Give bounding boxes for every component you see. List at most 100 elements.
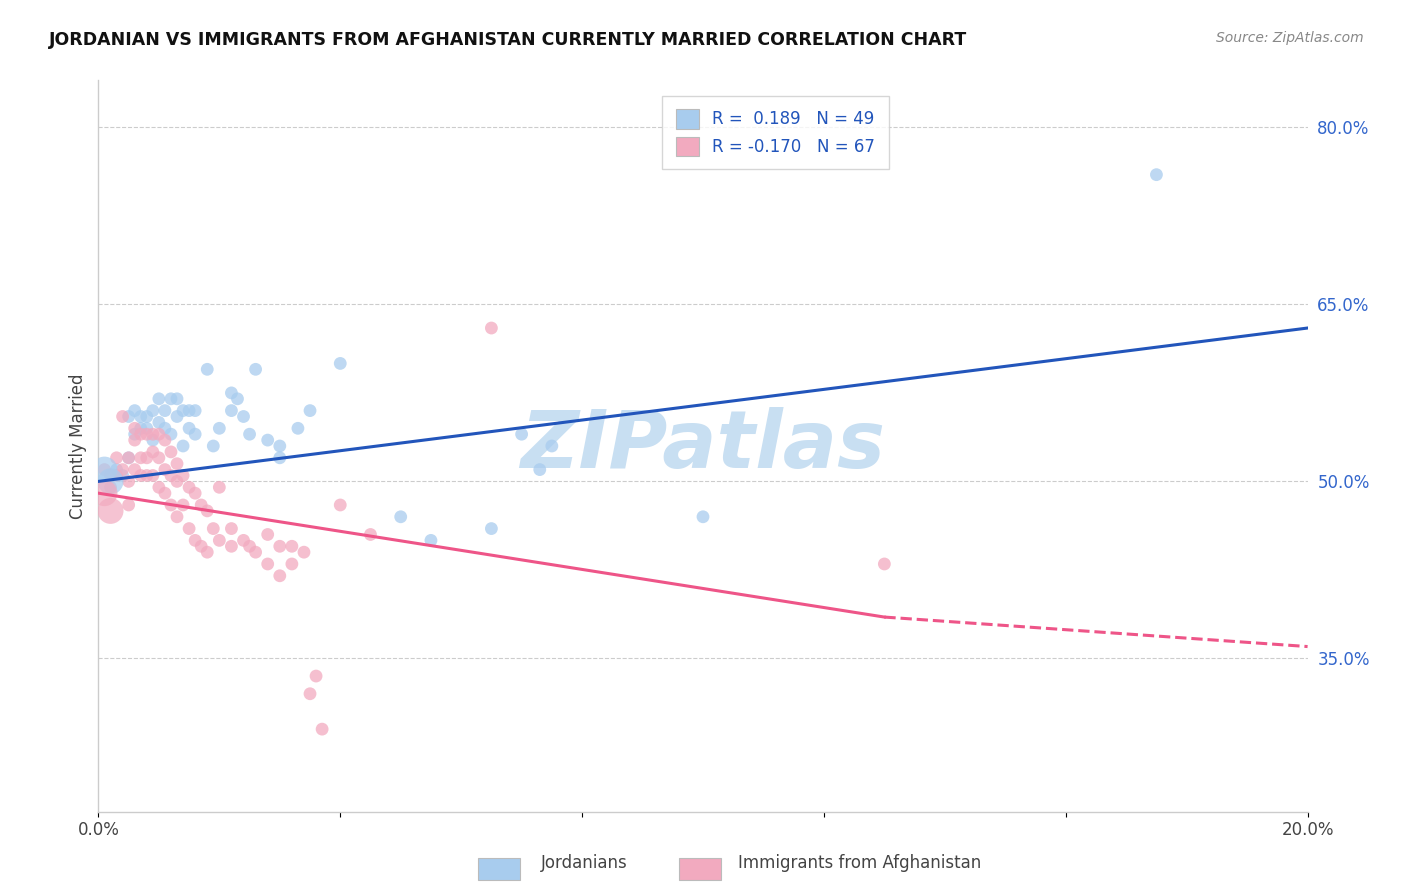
Point <box>135 409 157 424</box>
Point <box>281 557 304 571</box>
Point <box>105 468 128 483</box>
Point <box>166 457 188 471</box>
Point <box>195 362 218 376</box>
Point <box>124 433 146 447</box>
Point <box>111 468 134 483</box>
Point <box>299 687 322 701</box>
Point <box>160 468 183 483</box>
Point <box>153 403 176 417</box>
Point <box>160 445 183 459</box>
Point <box>239 539 262 553</box>
Point <box>529 462 551 476</box>
Point <box>481 522 503 536</box>
Point <box>135 427 157 442</box>
Point <box>142 445 165 459</box>
Point <box>129 468 152 483</box>
Point <box>124 427 146 442</box>
Point <box>329 498 352 512</box>
Point <box>100 504 122 518</box>
Point <box>172 498 194 512</box>
Point <box>111 409 134 424</box>
Point <box>100 468 122 483</box>
Point <box>105 450 128 465</box>
Point <box>329 356 352 370</box>
Point <box>166 475 188 489</box>
Point <box>148 392 170 406</box>
Point <box>311 722 333 736</box>
Point <box>232 409 254 424</box>
Point <box>142 427 165 442</box>
Text: Source: ZipAtlas.com: Source: ZipAtlas.com <box>1216 31 1364 45</box>
Point <box>118 409 141 424</box>
Point <box>190 498 212 512</box>
Point <box>360 527 382 541</box>
Point <box>148 416 170 430</box>
Point <box>142 468 165 483</box>
Point <box>269 439 291 453</box>
Point <box>208 480 231 494</box>
Text: Immigrants from Afghanistan: Immigrants from Afghanistan <box>738 855 981 872</box>
Point <box>510 427 533 442</box>
Point <box>93 486 115 500</box>
Point <box>190 539 212 553</box>
Point <box>124 421 146 435</box>
Point <box>124 403 146 417</box>
Point <box>172 403 194 417</box>
Point <box>692 509 714 524</box>
Point <box>420 533 443 548</box>
Point <box>166 409 188 424</box>
Point <box>148 427 170 442</box>
Point <box>100 475 122 489</box>
Point <box>269 450 291 465</box>
Point <box>184 533 207 548</box>
Point <box>142 433 165 447</box>
Point <box>172 439 194 453</box>
Point <box>195 504 218 518</box>
Point <box>226 392 249 406</box>
Point <box>153 462 176 476</box>
Point <box>389 509 412 524</box>
Point <box>93 462 115 476</box>
Text: ZIPatlas: ZIPatlas <box>520 407 886 485</box>
Point <box>232 533 254 548</box>
Point <box>166 392 188 406</box>
Point <box>873 557 896 571</box>
Point <box>118 498 141 512</box>
Y-axis label: Currently Married: Currently Married <box>69 373 87 519</box>
Point <box>221 539 243 553</box>
Point <box>540 439 562 453</box>
Point <box>184 486 207 500</box>
Point <box>160 392 183 406</box>
Point <box>256 527 278 541</box>
Point <box>179 403 201 417</box>
Point <box>287 421 309 435</box>
Point <box>245 362 267 376</box>
Point <box>184 403 207 417</box>
Point <box>221 522 243 536</box>
Point <box>202 439 225 453</box>
Text: JORDANIAN VS IMMIGRANTS FROM AFGHANISTAN CURRENTLY MARRIED CORRELATION CHART: JORDANIAN VS IMMIGRANTS FROM AFGHANISTAN… <box>49 31 967 49</box>
Point <box>160 498 183 512</box>
Point <box>142 403 165 417</box>
Point <box>179 480 201 494</box>
Point <box>135 468 157 483</box>
Point <box>184 427 207 442</box>
Point <box>153 421 176 435</box>
Point <box>118 450 141 465</box>
Point <box>172 468 194 483</box>
Point <box>239 427 262 442</box>
Point <box>195 545 218 559</box>
Point <box>124 462 146 476</box>
Point <box>281 539 304 553</box>
Point <box>256 557 278 571</box>
Point <box>129 409 152 424</box>
Point <box>221 385 243 400</box>
Point <box>1144 168 1167 182</box>
Point <box>202 522 225 536</box>
Point <box>299 403 322 417</box>
Point <box>208 533 231 548</box>
Point <box>118 450 141 465</box>
Point <box>129 450 152 465</box>
Point <box>292 545 315 559</box>
Point <box>221 403 243 417</box>
